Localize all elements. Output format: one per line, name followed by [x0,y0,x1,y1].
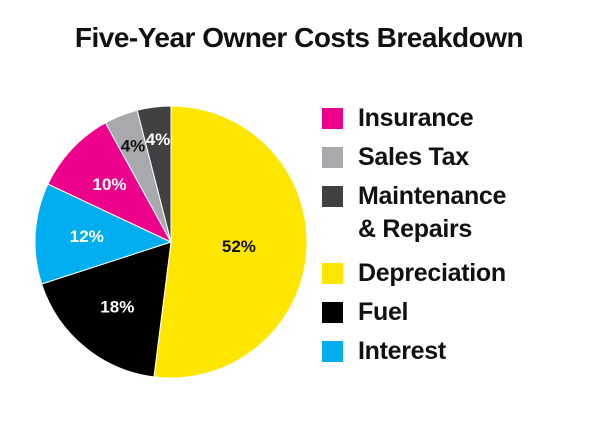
pie-slice-insurance [47,122,173,244]
pie-slice-maintenance-repairs [136,105,172,243]
pie-slice-interest [34,183,173,285]
legend-label-depreciation: Depreciation [358,259,506,287]
legend-swatch-insurance [322,108,343,129]
legend-swatch-maintenance-repairs [322,186,343,207]
legend-item-fuel: Fuel [322,296,592,335]
legend-item-sales-tax: Sales Tax [322,141,592,180]
legend-swatch-fuel [322,302,343,323]
legend-label-sales-tax: Sales Tax [358,143,469,171]
legend: Insurance Sales Tax Maintenance & Repair… [322,102,592,374]
slice-label-fuel: 18% [100,298,134,317]
slice-label-sales-tax: 4% [121,136,146,155]
legend-label-fuel: Fuel [358,298,409,326]
slice-label-maintenance-repairs: 4% [146,130,171,149]
legend-label-insurance: Insurance [358,104,474,132]
legend-swatch-depreciation [322,263,343,284]
legend-label-maintenance-repairs: Maintenance & Repairs [358,182,507,243]
pie-slice-fuel [41,241,172,378]
pie-slice-depreciation [153,105,308,379]
slice-label-insurance: 10% [92,175,126,194]
legend-item-depreciation: Depreciation [322,257,592,296]
legend-item-insurance: Insurance [322,102,592,141]
legend-item-maintenance-repairs: Maintenance & Repairs [322,180,592,257]
legend-item-interest: Interest [322,335,592,374]
slice-label-interest: 12% [70,227,104,246]
legend-label-interest: Interest [358,337,446,365]
chart-title: Five-Year Owner Costs Breakdown [74,22,524,53]
legend-swatch-interest [322,341,343,362]
legend-swatch-sales-tax [322,147,343,168]
slice-label-depreciation: 52% [222,237,256,256]
